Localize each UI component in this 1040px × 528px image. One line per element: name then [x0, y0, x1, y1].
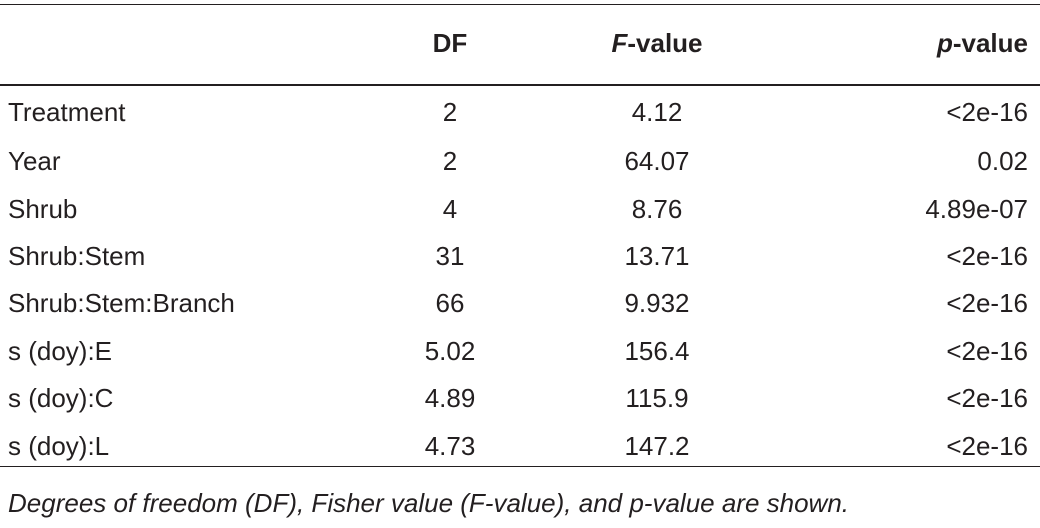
row-df: 2	[442, 96, 458, 127]
row-p-value: <2e-16	[946, 288, 1028, 319]
row-df: 5.02	[424, 335, 476, 366]
header-term	[0, 0, 386, 86]
row-df: 4	[442, 193, 458, 224]
row-p-value: 0.02	[977, 146, 1028, 177]
table-header: DF F-value p-value	[0, 0, 1040, 86]
row-term: Shrub:Stem	[8, 240, 146, 271]
row-term: Year	[8, 146, 61, 177]
table-row: Shrub:Stem:Branch 66 9.932 <2e-16	[0, 280, 1040, 327]
row-term: Shrub:Stem:Branch	[8, 288, 235, 319]
header-rule	[0, 84, 1040, 86]
row-df: 66	[435, 288, 465, 319]
row-p-value: <2e-16	[946, 430, 1028, 461]
header-f-value: F-value	[514, 0, 800, 86]
row-df: 2	[442, 146, 458, 177]
header-row: DF F-value p-value	[0, 0, 1040, 86]
header-p-italic: p	[936, 27, 953, 58]
table-row: s (doy):E 5.02 156.4 <2e-16	[0, 328, 1040, 375]
row-p-value: <2e-16	[946, 383, 1028, 414]
table-row: s (doy):L 4.73 147.2 <2e-16	[0, 422, 1040, 469]
row-f-value: 115.9	[625, 383, 689, 414]
row-f-value: 9.932	[624, 288, 690, 319]
row-f-value: 13.71	[624, 240, 690, 271]
row-term: s (doy):L	[8, 430, 110, 461]
bottom-rule	[0, 466, 1040, 467]
row-df: 4.89	[424, 383, 476, 414]
row-f-value: 4.12	[631, 96, 683, 127]
row-df: 4.73	[424, 430, 476, 461]
row-p-value: <2e-16	[946, 335, 1028, 366]
row-p-value: 4.89e-07	[925, 193, 1028, 224]
row-p-value: <2e-16	[946, 240, 1028, 271]
row-term: s (doy):C	[8, 383, 114, 414]
row-f-value: 147.2	[624, 430, 690, 461]
top-rule	[0, 4, 1040, 5]
table-footnote: Degrees of freedom (DF), Fisher value (F…	[8, 488, 850, 518]
header-p-rest: -value	[952, 27, 1028, 58]
row-f-value: 156.4	[624, 335, 690, 366]
table-row: s (doy):C 4.89 115.9 <2e-16	[0, 375, 1040, 422]
header-f-rest: -value	[627, 27, 703, 58]
row-term: Treatment	[8, 96, 126, 127]
results-table: DF F-value p-value Treatment 2 4.12 <2e-…	[0, 0, 1040, 470]
table-row: Year 2 64.07 0.02	[0, 138, 1040, 185]
table-row: Shrub:Stem 31 13.71 <2e-16	[0, 233, 1040, 280]
table-body: Treatment 2 4.12 <2e-16 Year 2 64.07 0.0…	[0, 86, 1040, 470]
table-row: Shrub 4 8.76 4.89e-07	[0, 185, 1040, 232]
table-row: Treatment 2 4.12 <2e-16	[0, 86, 1040, 138]
header-p-value: p-value	[800, 0, 1040, 86]
row-term: s (doy):E	[8, 335, 113, 366]
header-df: DF	[432, 27, 468, 58]
row-f-value: 64.07	[624, 146, 690, 177]
row-f-value: 8.76	[631, 193, 683, 224]
row-p-value: <2e-16	[946, 96, 1028, 127]
row-df: 31	[435, 240, 465, 271]
row-term: Shrub	[8, 193, 78, 224]
header-f-italic: F	[611, 27, 628, 58]
